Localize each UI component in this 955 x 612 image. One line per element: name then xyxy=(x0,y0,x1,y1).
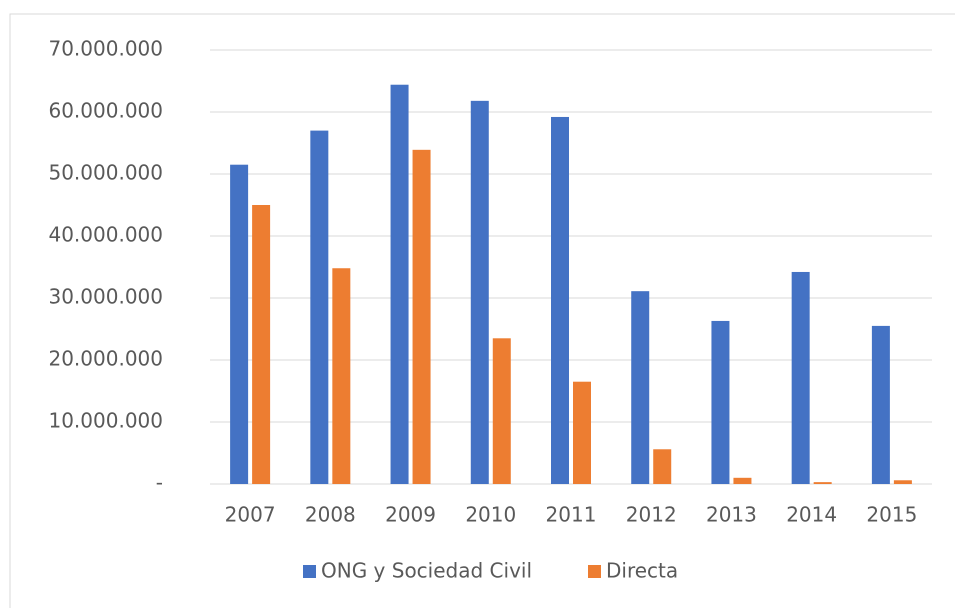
bar xyxy=(230,164,249,484)
y-tick-label: 30.000.000 xyxy=(48,285,163,309)
y-tick-label: 60.000.000 xyxy=(48,99,163,123)
bar xyxy=(412,149,431,484)
bar xyxy=(733,477,752,484)
bar xyxy=(310,130,329,484)
y-tick-label: 20.000.000 xyxy=(48,347,163,371)
x-tick-label: 2009 xyxy=(385,503,436,527)
bar xyxy=(390,84,409,484)
bar xyxy=(653,449,672,484)
bar xyxy=(573,381,591,484)
x-tick-label: 2014 xyxy=(786,503,837,527)
x-tick-label: 2012 xyxy=(626,503,677,527)
bar xyxy=(791,271,810,484)
x-tick-label: 2013 xyxy=(706,503,757,527)
bar xyxy=(711,320,730,484)
x-tick-label: 2008 xyxy=(305,503,356,527)
x-tick-label: 2015 xyxy=(866,503,917,527)
bar xyxy=(893,480,912,484)
x-tick-label: 2010 xyxy=(465,503,516,527)
y-tick-label: - xyxy=(156,471,163,495)
y-tick-label: 50.000.000 xyxy=(48,161,163,185)
bar xyxy=(551,116,569,485)
bar xyxy=(492,338,511,484)
bar xyxy=(813,482,832,484)
bar xyxy=(470,100,489,484)
legend-label: ONG y Sociedad Civil xyxy=(321,559,532,583)
y-tick-label: 70.000.000 xyxy=(48,37,163,61)
y-tick-label: 40.000.000 xyxy=(48,223,163,247)
legend-label: Directa xyxy=(606,559,678,583)
y-tick-label: 10.000.000 xyxy=(48,409,163,433)
x-tick-label: 2011 xyxy=(546,503,597,527)
legend-swatch xyxy=(588,565,601,578)
bar xyxy=(871,325,890,484)
legend-swatch xyxy=(303,565,316,578)
bar xyxy=(252,205,271,484)
bar xyxy=(332,268,351,484)
x-tick-label: 2007 xyxy=(225,503,276,527)
bar xyxy=(631,291,650,484)
